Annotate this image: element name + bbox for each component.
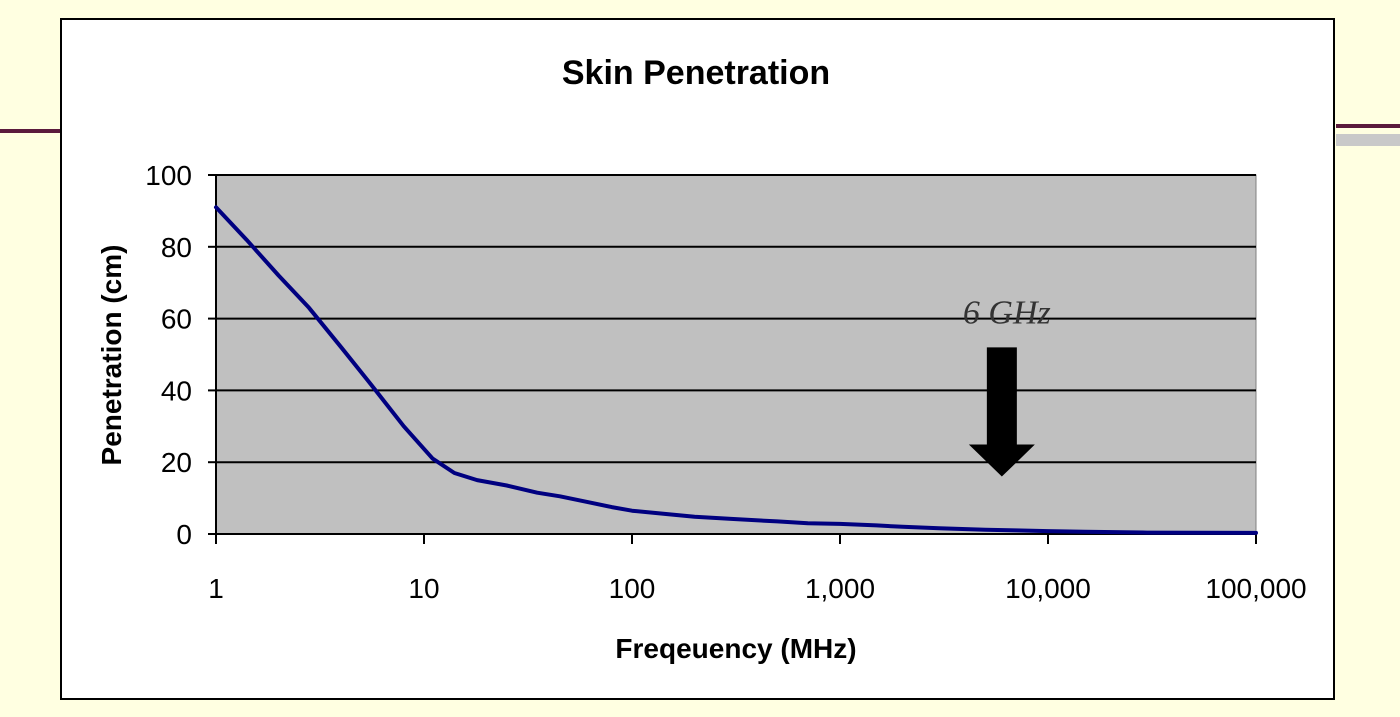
x-tick-label: 10 (408, 573, 439, 604)
chart-title: Skin Penetration (562, 54, 830, 92)
x-tick-label: 100,000 (1205, 573, 1306, 604)
x-tick-label: 1,000 (805, 573, 875, 604)
plot-area (215, 174, 1257, 535)
slide-rule-right (1336, 124, 1400, 128)
x-tick-label: 1 (208, 573, 224, 604)
y-tick-label: 40 (161, 375, 192, 406)
annotation-arrow (968, 347, 1035, 477)
x-tick-label: 10,000 (1005, 573, 1091, 604)
slide-rule-left (0, 129, 62, 133)
slide-rule-right-shadow (1336, 134, 1400, 146)
y-tick-label: 0 (176, 519, 192, 550)
y-tick-label: 60 (161, 304, 192, 335)
y-tick-label: 100 (145, 160, 192, 191)
x-axis-label: Freqeuency (MHz) (615, 633, 856, 664)
x-tick-label: 100 (609, 573, 656, 604)
y-tick-label: 80 (161, 232, 192, 263)
y-axis-label: Penetration (cm) (96, 245, 127, 466)
series-line (214, 205, 1258, 535)
annotation-label: 6 GHz (963, 294, 1051, 331)
y-tick-label: 20 (161, 447, 192, 478)
